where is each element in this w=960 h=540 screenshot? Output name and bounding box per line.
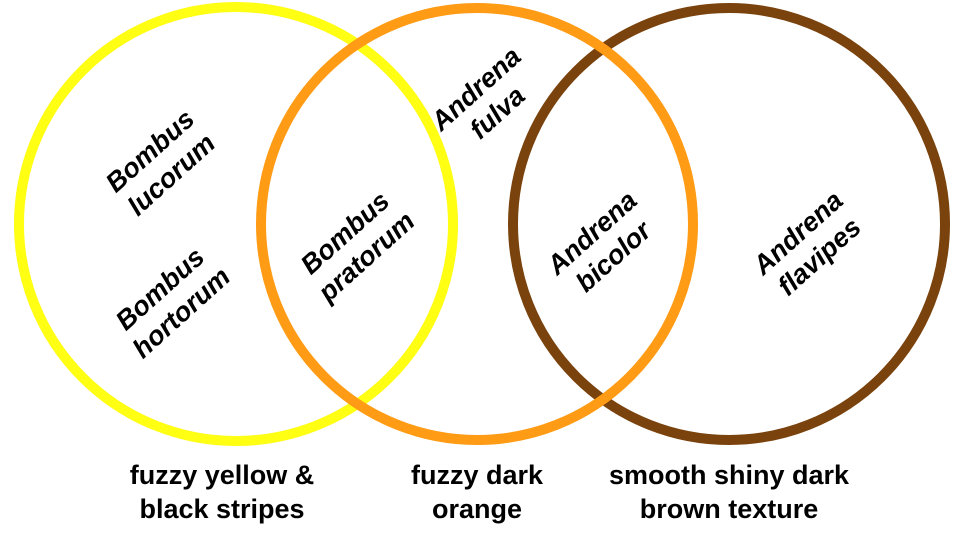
caption-line: fuzzy yellow &: [129, 460, 315, 490]
caption-smooth-shiny-dark-brown: smooth shiny dark brown texture: [588, 458, 870, 526]
caption-line: orange: [431, 494, 523, 524]
species-bombus-lucorum: Bombus lucorum: [100, 104, 221, 222]
caption-fuzzy-dark-orange: fuzzy dark orange: [372, 458, 582, 526]
caption-fuzzy-yellow-black-stripes: fuzzy yellow & black stripes: [100, 458, 344, 526]
circle-fuzzy-dark-orange: [256, 3, 698, 445]
species-bombus-pratorum: Bombus pratorum: [295, 186, 421, 309]
circle-fuzzy-yellow-black-stripes: [14, 2, 458, 446]
species-bombus-hortorum: Bombus hortorum: [110, 242, 236, 364]
caption-line: smooth shiny dark: [608, 460, 850, 490]
species-andrena-bicolor: Andrena bicolor: [540, 185, 657, 298]
caption-line: brown texture: [639, 494, 819, 524]
caption-line: fuzzy dark: [410, 460, 544, 490]
caption-line: black stripes: [139, 494, 305, 524]
circle-smooth-shiny-dark-brown: [508, 3, 950, 445]
species-andrena-flavipes: Andrena flavipes: [746, 185, 866, 301]
